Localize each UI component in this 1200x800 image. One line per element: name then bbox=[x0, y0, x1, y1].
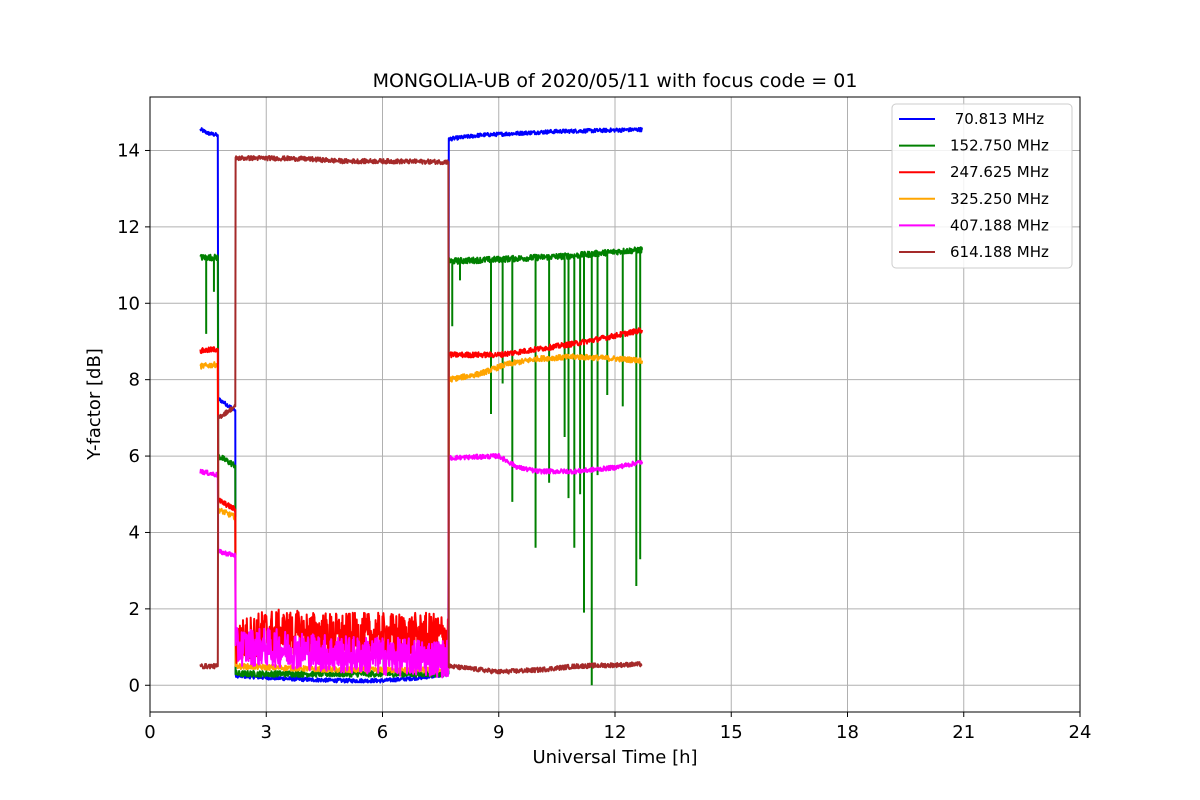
y-tick-label: 2 bbox=[129, 599, 140, 620]
x-tick-label: 9 bbox=[493, 722, 504, 743]
y-tick-label: 0 bbox=[129, 675, 140, 696]
series-line bbox=[199, 126, 644, 684]
y-tick-label: 4 bbox=[129, 522, 140, 543]
y-tick-label: 8 bbox=[129, 370, 140, 391]
x-tick-label: 0 bbox=[144, 722, 155, 743]
series-group bbox=[199, 126, 644, 686]
y-axis-label: Y-factor [dB] bbox=[84, 348, 105, 461]
x-axis-label: Universal Time [h] bbox=[532, 747, 697, 768]
series-line bbox=[199, 155, 643, 675]
x-tick-label: 12 bbox=[604, 722, 627, 743]
x-tick-label: 15 bbox=[720, 722, 743, 743]
y-tick-label: 12 bbox=[117, 217, 140, 238]
legend-entry: 407.188 MHz bbox=[950, 216, 1049, 234]
x-tick-label: 21 bbox=[952, 722, 975, 743]
legend-entry: 152.750 MHz bbox=[950, 137, 1049, 155]
x-tick-label: 18 bbox=[836, 722, 859, 743]
x-tick-label: 6 bbox=[377, 722, 388, 743]
series-line bbox=[199, 353, 644, 674]
legend-entry: 325.250 MHz bbox=[950, 190, 1049, 208]
legend-box bbox=[891, 103, 1073, 269]
legend-entry: 247.625 MHz bbox=[950, 163, 1049, 181]
y-tick-label: 14 bbox=[117, 140, 140, 161]
x-tick-label: 24 bbox=[1069, 722, 1092, 743]
chart-title: MONGOLIA-UB of 2020/05/11 with focus cod… bbox=[373, 70, 858, 92]
series-line bbox=[199, 452, 644, 679]
legend-entry: 614.188 MHz bbox=[950, 243, 1049, 261]
legend-entry: 70.813 MHz bbox=[950, 110, 1044, 128]
x-tick-label: 3 bbox=[261, 722, 272, 743]
y-tick-label: 6 bbox=[129, 446, 140, 467]
legend: 70.813 MHz 152.750 MHz 247.625 MHz 325.250 … bbox=[891, 103, 1073, 269]
y-tick-label: 10 bbox=[117, 293, 140, 314]
